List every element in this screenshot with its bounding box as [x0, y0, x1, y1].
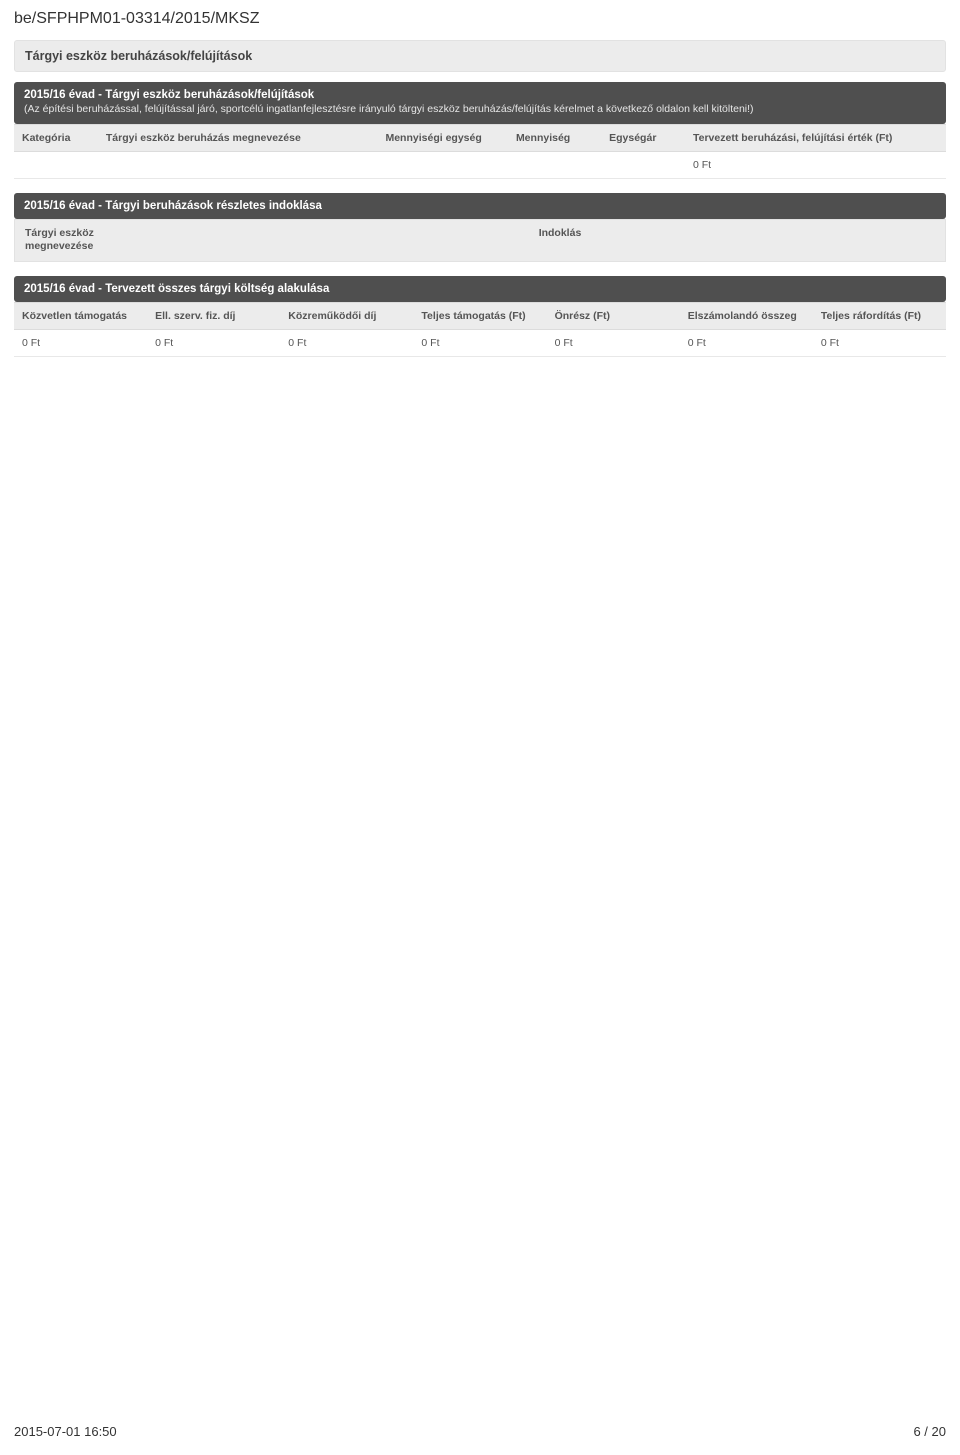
- col-kategoria: Kategória: [14, 124, 98, 151]
- col-kozvetlen: Közvetlen támogatás: [14, 302, 147, 329]
- block1-table: Kategória Tárgyi eszköz beruházás megnev…: [14, 124, 946, 179]
- cell-empty: [98, 151, 378, 178]
- block3-header: 2015/16 évad - Tervezett összes tárgyi k…: [14, 276, 946, 302]
- footer-page: 6 / 20: [913, 1424, 946, 1439]
- document-id: be/SFPHPM01-03314/2015/MKSZ: [14, 10, 946, 28]
- block2-header: 2015/16 évad - Tárgyi beruházások részle…: [14, 193, 946, 219]
- table-row: 0 Ft: [14, 151, 946, 178]
- block1-subtext: (Az építési beruházással, felújítással j…: [24, 103, 936, 117]
- cell-value: 0 Ft: [680, 329, 813, 356]
- block1-title: 2015/16 évad - Tárgyi eszköz beruházások…: [24, 89, 936, 101]
- col-egysegar: Egységár: [601, 124, 685, 151]
- cell-value: 0 Ft: [14, 329, 147, 356]
- spacer: [14, 262, 946, 276]
- page-footer: 2015-07-01 16:50 6 / 20: [14, 1424, 946, 1439]
- col-megnevezes: Tárgyi eszköz beruházás megnevezése: [98, 124, 378, 151]
- cell-empty: [508, 151, 601, 178]
- block1-header: 2015/16 évad - Tárgyi eszköz beruházások…: [14, 82, 946, 124]
- cell-total: 0 Ft: [685, 151, 946, 178]
- table-row: 0 Ft 0 Ft 0 Ft 0 Ft 0 Ft 0 Ft 0 Ft: [14, 329, 946, 356]
- page: be/SFPHPM01-03314/2015/MKSZ Tárgyi eszkö…: [0, 0, 960, 1455]
- cell-empty: [14, 151, 98, 178]
- cell-empty: [601, 151, 685, 178]
- table-header-row: Kategória Tárgyi eszköz beruházás megnev…: [14, 124, 946, 151]
- cell-value: 0 Ft: [413, 329, 546, 356]
- col-kozremukodoi: Közreműködői díj: [280, 302, 413, 329]
- col-teljes-tam: Teljes támogatás (Ft): [413, 302, 546, 329]
- col-elszamolando: Elszámolandó összeg: [680, 302, 813, 329]
- cell-value: 0 Ft: [547, 329, 680, 356]
- cell-value: 0 Ft: [147, 329, 280, 356]
- table-header-row: Közvetlen támogatás Ell. szerv. fiz. díj…: [14, 302, 946, 329]
- col-onresz: Önrész (Ft): [547, 302, 680, 329]
- col-ertek: Tervezett beruházási, felújítási érték (…: [685, 124, 946, 151]
- block2-left-label: Tárgyi eszköz megnevezése: [15, 220, 175, 261]
- cell-value: 0 Ft: [813, 329, 946, 356]
- block2-title: 2015/16 évad - Tárgyi beruházások részle…: [24, 200, 936, 212]
- col-mennyiseg: Mennyiség: [508, 124, 601, 151]
- cell-empty: [377, 151, 507, 178]
- section-header: Tárgyi eszköz beruházások/felújítások: [14, 40, 946, 72]
- block3-table: Közvetlen támogatás Ell. szerv. fiz. díj…: [14, 302, 946, 357]
- col-teljes-raf: Teljes ráfordítás (Ft): [813, 302, 946, 329]
- col-ellszerv: Ell. szerv. fiz. díj: [147, 302, 280, 329]
- block2-columns: Tárgyi eszköz megnevezése Indoklás: [14, 219, 946, 262]
- block2-right-label: Indoklás: [175, 220, 945, 261]
- cell-value: 0 Ft: [280, 329, 413, 356]
- col-egyseg: Mennyiségi egység: [377, 124, 507, 151]
- block3-title: 2015/16 évad - Tervezett összes tárgyi k…: [24, 283, 936, 295]
- footer-timestamp: 2015-07-01 16:50: [14, 1424, 117, 1439]
